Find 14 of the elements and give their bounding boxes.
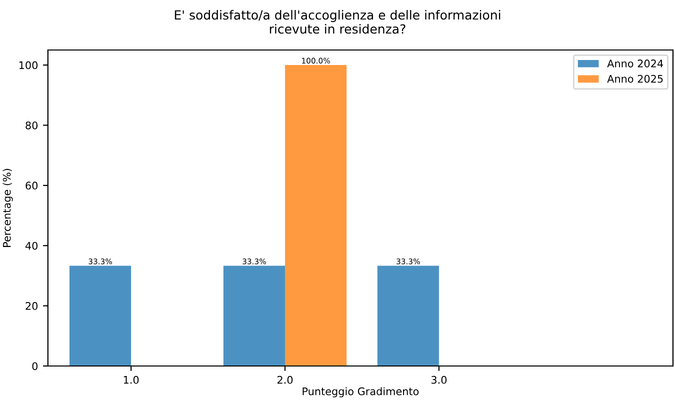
y-axis-title: Percentage (%) [2,168,13,247]
y-tick-label: 80 [26,121,38,130]
legend-label: Anno 2025 [607,74,663,83]
x-tick-label: 1.0 [124,376,139,384]
y-tick-label: 20 [26,302,38,310]
x-tick-label: 3.0 [431,376,447,384]
x-tick-label: 2.0 [277,376,293,384]
legend-label: Anno 2024 [607,60,664,68]
y-tick-label: 60 [26,182,38,190]
y-tick-label: 0 [32,362,38,370]
chart-title: E' soddisfatto/a dell'accoglienza e delle informazioni ricevute in residenza? [174,10,500,34]
y-tick-label: 40 [25,242,38,250]
x-axis-title: Punteggio Gradimento [302,387,419,398]
y-tick-label: 100 [19,61,38,70]
